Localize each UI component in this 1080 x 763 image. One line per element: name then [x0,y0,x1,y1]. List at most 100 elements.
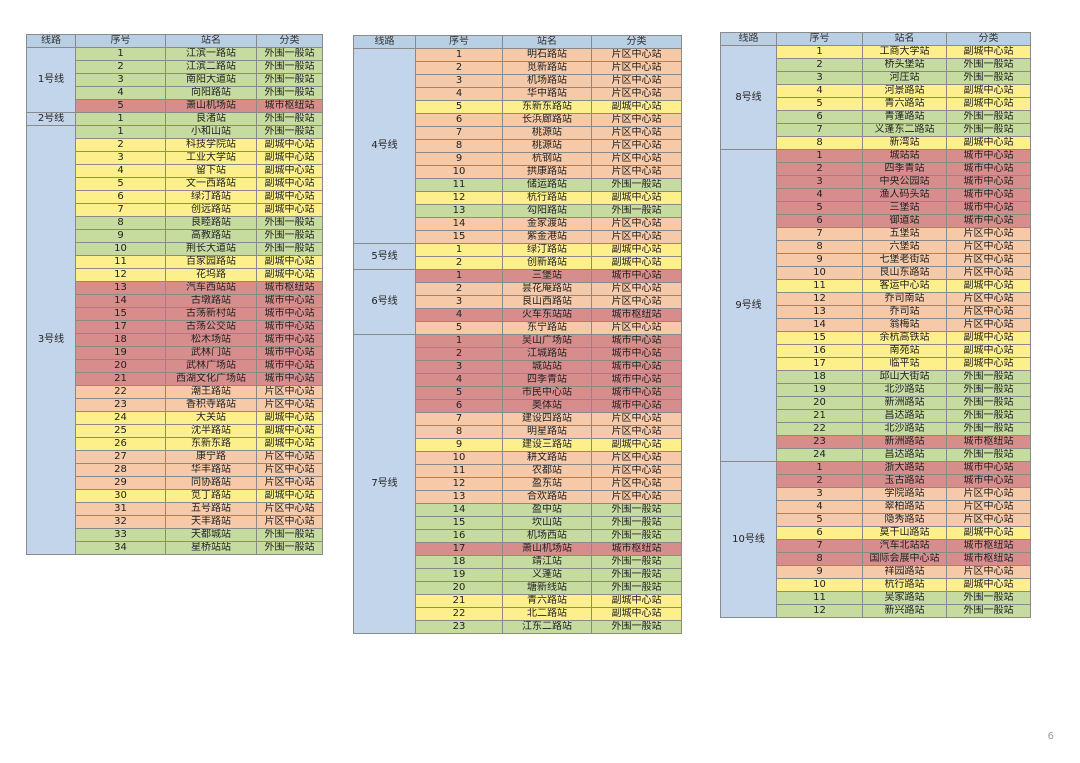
station-cell: 武林广场站 [165,359,257,373]
seq-cell: 3 [75,73,166,87]
table-row: 19 北沙路站 外围一般站 [721,383,1031,397]
table-row: 4号线 1 明石路站 片区中心站 [353,48,682,244]
station-cell: 昙花庵路站 [502,282,592,296]
table-row: 9号线 1 城站站 城市中心站 [720,149,1031,462]
category-cell: 片区中心站 [946,305,1031,319]
category-cell: 城市中心站 [256,307,323,321]
table-row: 5 隐秀路站 片区中心站 [721,513,1031,527]
seq-cell: 1 [415,334,503,348]
table-row: 9 杭钢站 片区中心站 [354,152,682,166]
table-row: 6 青蓬路站 外围一般站 [721,110,1031,124]
seq-cell: 7 [776,539,863,553]
table-row: 14 翁梅站 片区中心站 [721,318,1031,332]
seq-cell: 3 [776,71,863,85]
category-cell: 副城中心站 [256,138,323,152]
seq-cell: 3 [776,175,863,189]
category-cell: 外围一般站 [591,529,682,543]
table-row: 28 华丰路站 片区中心站 [27,463,323,477]
seq-cell: 9 [415,438,503,452]
station-cell: 乔司南站 [862,292,947,306]
category-cell: 片区中心站 [591,477,682,491]
table-row: 4 翠柏路站 片区中心站 [721,500,1031,514]
seq-cell: 10 [75,242,166,256]
station-cell: 河庄站 [862,71,947,85]
table-row: 14 盈中站 外围一般站 [354,503,682,517]
table-row: 3 机场路站 片区中心站 [354,74,682,88]
table-row: 8 明星路站 片区中心站 [354,425,682,439]
category-cell: 城市枢纽站 [591,542,682,556]
seq-cell: 6 [776,526,863,540]
seq-cell: 11 [415,464,503,478]
table-row: 8 良睦路站 外围一般站 [27,216,323,230]
table-row: 9 建设三路站 副城中心站 [354,438,682,452]
category-cell: 片区中心站 [256,476,323,490]
seq-cell: 13 [776,305,863,319]
category-cell: 片区中心站 [591,230,682,244]
category-cell: 副城中心站 [591,438,682,452]
seq-cell: 20 [776,396,863,410]
category-cell: 城市中心站 [946,214,1031,228]
table-row: 12 花坞路 副城中心站 [27,268,323,282]
table-row: 6号线 1 三堡站 城市中心站 [353,269,682,335]
seq-cell: 8 [415,139,503,153]
station-cell: 香积寺路站 [165,398,257,412]
station-cell: 高教路站 [165,229,257,243]
seq-cell: 23 [776,435,863,449]
category-cell: 副城中心站 [591,256,682,270]
header-category: 分类 [946,32,1031,46]
station-cell: 东新东路 [165,437,257,451]
table-row: 34 星桥站站 外围一般站 [27,541,323,555]
table-row: 14 古墩路站 城市中心站 [27,294,323,308]
seq-cell: 5 [776,513,863,527]
category-cell: 城市中心站 [591,269,682,283]
category-cell: 外围一般站 [256,528,323,542]
seq-cell: 2 [776,162,863,176]
table-row: 16 机场西站 外围一般站 [354,529,682,543]
seq-cell: 14 [415,217,503,231]
station-cell: 大关站 [165,411,257,425]
table-row: 2 创新路站 副城中心站 [354,256,682,270]
table-row: 4 向阳路站 外围一般站 [27,86,323,100]
seq-cell: 34 [75,541,166,555]
category-cell: 副城中心站 [256,203,323,217]
seq-cell: 13 [415,204,503,218]
category-cell: 外围一般站 [946,383,1031,397]
category-cell: 片区中心站 [946,227,1031,241]
table-row: 6 莫干山路站 副城中心站 [721,526,1031,540]
seq-cell: 25 [75,424,166,438]
station-cell: 工业大学站 [165,151,257,165]
station-cell: 翁梅站 [862,318,947,332]
station-cell: 昌达路站 [862,448,947,462]
table-row: 3 学院路站 片区中心站 [721,487,1031,501]
seq-cell: 16 [415,529,503,543]
seq-cell: 16 [776,344,863,358]
table-row: 12 乔司南站 片区中心站 [721,292,1031,306]
line-name: 4号线 [353,48,416,244]
station-cell: 荆长大道站 [165,242,257,256]
seq-cell: 7 [776,123,863,137]
table-row: 19 义蓬站 外围一般站 [354,568,682,582]
station-cell: 创新路站 [502,256,592,270]
station-cell: 玉古路站 [862,474,947,488]
category-cell: 城市枢纽站 [256,99,323,113]
table-row: 5 东新东路站 副城中心站 [354,100,682,114]
station-cell: 星桥站站 [165,541,257,555]
station-cell: 工商大学站 [862,45,947,59]
station-cell: 临平站 [862,357,947,371]
category-cell: 城市中心站 [946,474,1031,488]
category-cell: 副城中心站 [256,437,323,451]
seq-cell: 21 [415,594,503,608]
table-row: 25 沈半路站 副城中心站 [27,424,323,438]
seq-cell: 8 [776,240,863,254]
seq-cell: 12 [776,292,863,306]
seq-cell: 5 [415,100,503,114]
header-category: 分类 [256,34,323,48]
station-cell: 江东二路站 [502,620,592,634]
category-cell: 片区中心站 [946,266,1031,280]
category-cell: 城市中心站 [256,333,323,347]
category-cell: 城市中心站 [946,149,1031,163]
station-cell: 留下站 [165,164,257,178]
category-cell: 片区中心站 [591,126,682,140]
category-cell: 城市中心站 [591,360,682,374]
header-row: 线路 序号 站名 分类 [720,32,1031,46]
